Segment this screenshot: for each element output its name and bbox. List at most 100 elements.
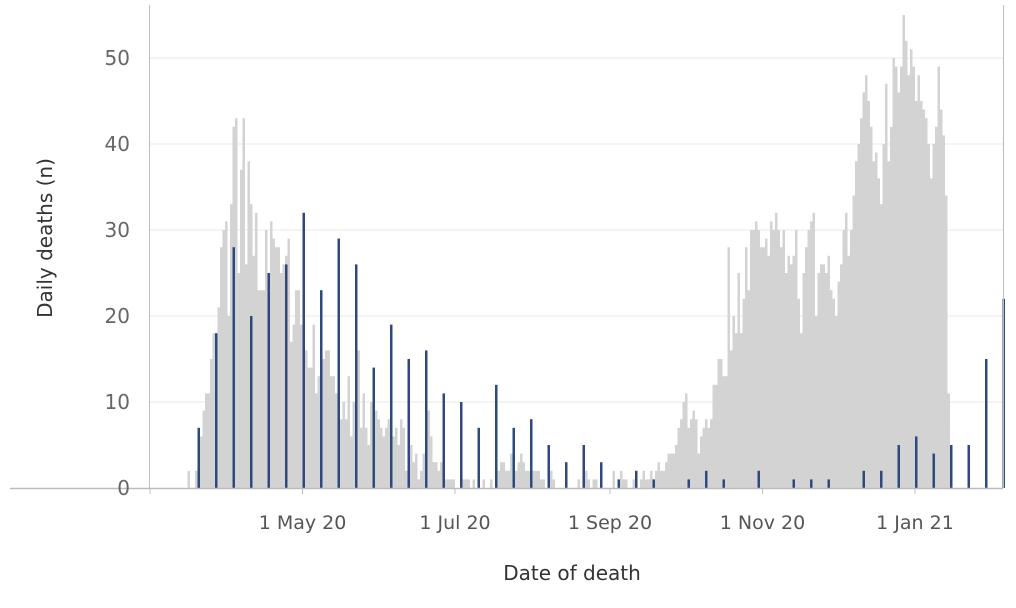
daily-bar — [645, 479, 648, 488]
daily-bar — [920, 101, 923, 488]
daily-bar — [453, 479, 456, 488]
daily-bar — [640, 479, 643, 488]
daily-bar — [325, 350, 328, 488]
daily-bar — [348, 376, 351, 488]
daily-bar — [795, 230, 798, 488]
daily-bar — [263, 290, 266, 488]
daily-bar — [468, 479, 471, 488]
daily-bar — [283, 264, 286, 488]
daily-bar — [288, 239, 291, 488]
daily-bar — [448, 479, 451, 488]
daily-bar — [855, 161, 858, 488]
daily-bar — [318, 376, 321, 488]
daily-bar — [205, 393, 208, 488]
daily-bar — [913, 67, 916, 488]
daily-bar — [900, 67, 903, 488]
daily-bar — [368, 445, 371, 488]
daily-bar — [200, 436, 203, 488]
daily-bar — [655, 471, 658, 488]
x-axis-title: Date of death — [503, 561, 641, 585]
weekly-bar — [320, 290, 323, 488]
daily-bar — [210, 359, 213, 488]
daily-bar — [923, 110, 926, 488]
daily-bar — [708, 428, 711, 488]
daily-bar — [208, 393, 211, 488]
weekly-bar — [898, 445, 901, 488]
daily-bar — [908, 75, 911, 488]
daily-bar — [835, 316, 838, 488]
daily-bar — [203, 411, 206, 488]
weekly-bar — [653, 479, 656, 488]
x-tick-label: 1 Jan 21 — [876, 512, 954, 534]
daily-bar — [898, 92, 901, 488]
daily-bar — [625, 479, 628, 488]
daily-bar — [750, 230, 753, 488]
daily-bar — [405, 471, 408, 488]
daily-bar — [540, 479, 543, 488]
daily-bar — [703, 428, 706, 488]
daily-bar — [633, 479, 636, 488]
daily-bar — [875, 153, 878, 488]
weekly-bar — [810, 479, 813, 488]
daily-bar — [850, 230, 853, 488]
daily-bar — [695, 419, 698, 488]
daily-bar — [235, 118, 238, 488]
weekly-bar — [688, 479, 691, 488]
daily-bar — [620, 471, 623, 488]
daily-bar — [403, 428, 406, 488]
daily-bar — [533, 471, 536, 488]
weekly-bar — [443, 393, 446, 488]
daily-bar — [893, 58, 896, 488]
daily-bar — [815, 316, 818, 488]
daily-bar — [810, 221, 813, 488]
daily-bar — [648, 479, 651, 488]
daily-bar — [295, 290, 298, 488]
y-axis-title: Daily deaths (n) — [33, 158, 57, 318]
weekly-bar — [250, 316, 253, 488]
daily-bar — [663, 471, 666, 488]
daily-bar — [763, 247, 766, 488]
daily-bar — [270, 221, 273, 488]
daily-bar — [313, 325, 316, 488]
daily-bar — [845, 213, 848, 488]
daily-bar — [535, 471, 538, 488]
daily-bar — [593, 479, 596, 488]
daily-bar — [400, 419, 403, 488]
daily-bar — [690, 419, 693, 488]
daily-bar — [420, 471, 423, 488]
x-tick-label: 1 May 20 — [259, 512, 347, 534]
daily-bar — [853, 196, 856, 488]
daily-bar — [305, 350, 308, 488]
daily-bar — [278, 247, 281, 488]
daily-bar — [423, 454, 426, 488]
daily-bar — [888, 161, 891, 488]
daily-bar — [878, 178, 881, 488]
daily-bar — [450, 479, 453, 488]
daily-bar — [220, 247, 223, 488]
daily-bar — [873, 161, 876, 488]
daily-bar — [330, 376, 333, 488]
daily-bar — [753, 230, 756, 488]
daily-bar — [613, 471, 616, 488]
daily-bar — [188, 471, 191, 488]
daily-bar — [308, 368, 311, 488]
daily-bar — [813, 213, 816, 488]
daily-bar — [685, 393, 688, 488]
daily-bar — [843, 230, 846, 488]
daily-bar — [218, 307, 221, 488]
weekly-bar — [793, 479, 796, 488]
daily-bar — [213, 333, 216, 488]
daily-bar — [935, 127, 938, 488]
daily-bar — [780, 247, 783, 488]
daily-bar — [388, 419, 391, 488]
daily-bar — [868, 101, 871, 488]
daily-bar — [275, 247, 278, 488]
daily-bar — [483, 479, 486, 488]
weekly-bar — [303, 213, 306, 488]
daily-bar — [710, 419, 713, 488]
weekly-bar — [355, 264, 358, 488]
daily-bar — [343, 402, 346, 488]
weekly-bar — [828, 479, 831, 488]
